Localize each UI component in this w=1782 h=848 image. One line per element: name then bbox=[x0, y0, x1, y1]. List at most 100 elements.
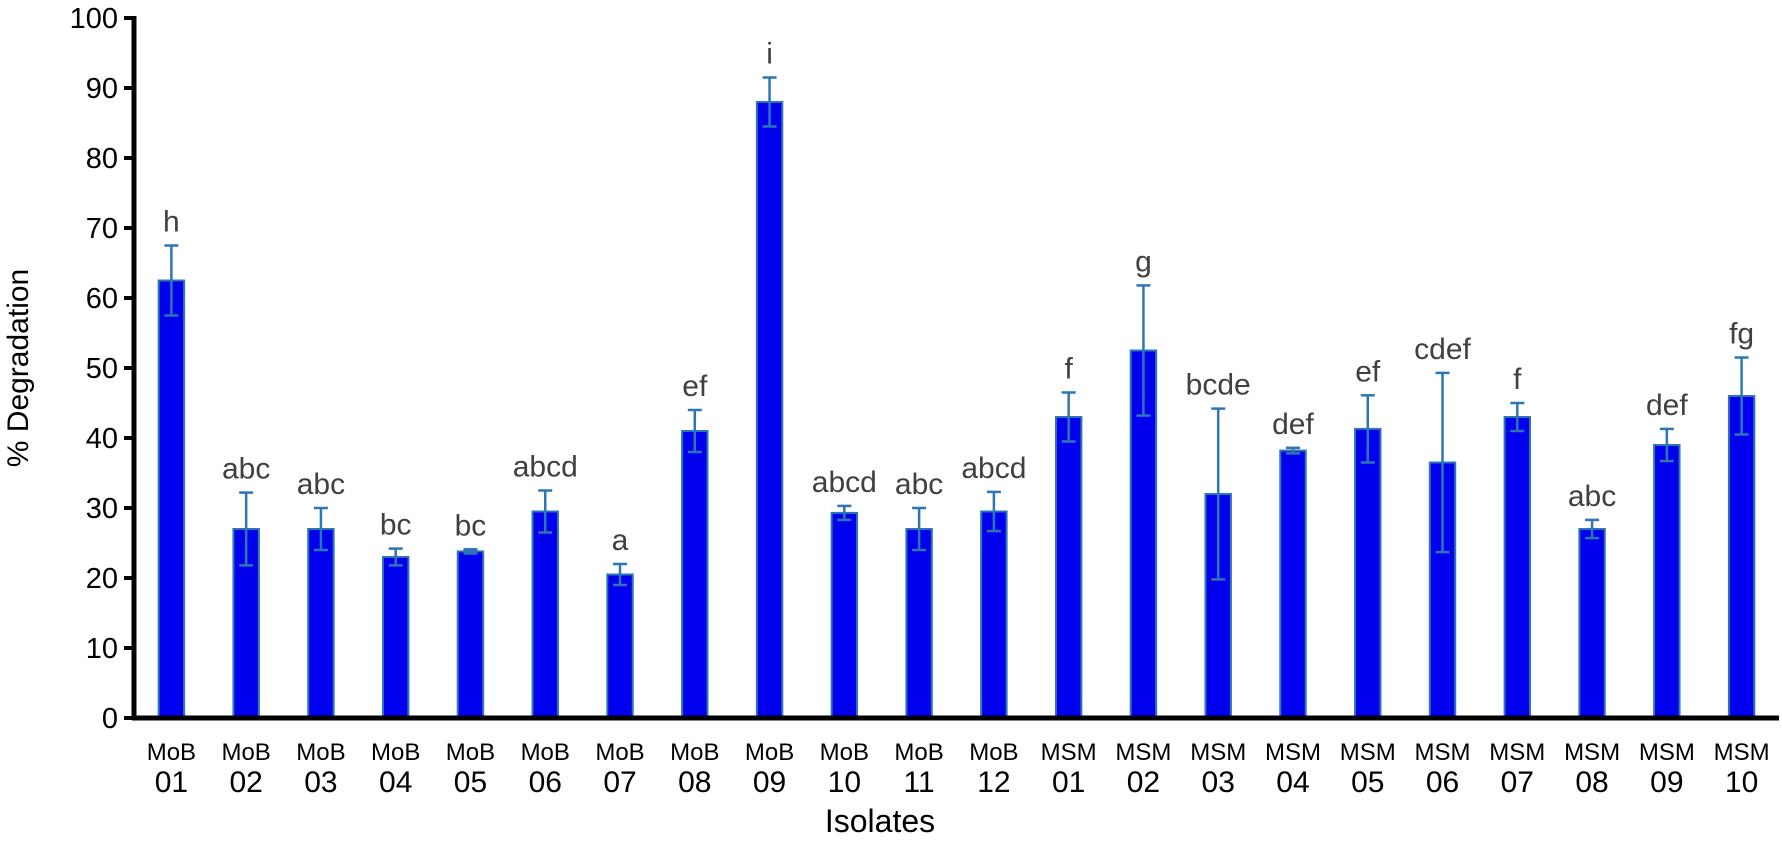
x-tick-label-line: MoB bbox=[371, 739, 420, 766]
x-tick-label-line: MoB bbox=[969, 739, 1018, 766]
y-tick-label: 0 bbox=[102, 703, 118, 735]
bar bbox=[1354, 427, 1382, 719]
x-tick-label-line: 07 bbox=[603, 766, 636, 799]
error-bar bbox=[986, 490, 1001, 533]
y-tick-label: 80 bbox=[86, 143, 118, 175]
bar bbox=[755, 101, 784, 719]
x-tick-label: MoB 05 bbox=[446, 739, 495, 799]
x-tick-label: MoB 12 bbox=[969, 739, 1018, 799]
x-axis-title: Isolates bbox=[825, 803, 935, 839]
error-bar bbox=[164, 244, 179, 317]
error-bar bbox=[1136, 284, 1151, 417]
x-tick-label-line: MoB bbox=[147, 739, 196, 766]
x-tick-label-line: 01 bbox=[1052, 766, 1085, 799]
x-tick-label-line: MSM bbox=[1564, 739, 1620, 766]
x-tick-label-line: MoB bbox=[221, 739, 270, 766]
y-tick-label: 50 bbox=[86, 353, 118, 385]
significance-letter: bc bbox=[380, 509, 412, 542]
y-tick-label: 100 bbox=[70, 3, 118, 35]
x-tick-label-line: 08 bbox=[1575, 766, 1608, 799]
significance-letter: a bbox=[612, 524, 629, 557]
significance-letter: abc bbox=[222, 453, 270, 486]
bar bbox=[1054, 416, 1083, 719]
x-tick-label: MoB 07 bbox=[595, 739, 644, 799]
bar bbox=[456, 550, 485, 720]
x-tick-label-line: MSM bbox=[1265, 739, 1321, 766]
x-tick-label: MSM 10 bbox=[1714, 739, 1770, 799]
significance-letter: bcde bbox=[1186, 369, 1251, 402]
x-tick-label-line: 09 bbox=[1650, 766, 1683, 799]
x-tick-label-line: 04 bbox=[379, 766, 412, 799]
x-tick-label-line: MSM bbox=[1340, 739, 1396, 766]
significance-letter: def bbox=[1272, 408, 1314, 441]
error-bar bbox=[1061, 391, 1076, 443]
bar bbox=[830, 511, 859, 720]
bar bbox=[381, 556, 410, 719]
x-tick-label-line: 12 bbox=[977, 766, 1010, 799]
x-tick-label: MoB 08 bbox=[670, 739, 719, 799]
x-tick-label: MSM 02 bbox=[1115, 739, 1171, 799]
significance-letter: bc bbox=[455, 509, 487, 542]
x-tick-label-line: 02 bbox=[229, 766, 262, 799]
x-tick-label: MoB 03 bbox=[296, 739, 345, 799]
x-tick-label: MSM 03 bbox=[1190, 739, 1246, 799]
x-tick-label: MoB 01 bbox=[147, 739, 196, 799]
y-tick-label: 20 bbox=[86, 563, 118, 595]
x-tick-label-line: 10 bbox=[1725, 766, 1758, 799]
x-tick-label-line: 03 bbox=[304, 766, 337, 799]
y-tick-label: 70 bbox=[86, 213, 118, 245]
bar bbox=[681, 430, 709, 719]
x-tick-label: MoB 06 bbox=[521, 739, 570, 799]
x-tick-label-line: MSM bbox=[1041, 739, 1097, 766]
error-bar bbox=[1360, 394, 1375, 464]
x-tick-label-line: 11 bbox=[904, 766, 935, 799]
error-bar bbox=[1659, 427, 1674, 463]
x-tick-label-line: MSM bbox=[1489, 739, 1545, 766]
error-bar bbox=[1585, 518, 1600, 540]
bar bbox=[905, 528, 933, 719]
x-tick-label-line: MSM bbox=[1639, 739, 1695, 766]
error-bar bbox=[613, 562, 628, 587]
significance-letter: f bbox=[1064, 353, 1073, 386]
x-tick-label: MSM 07 bbox=[1489, 739, 1545, 799]
x-tick-label: MSM 08 bbox=[1564, 739, 1620, 799]
x-tick-label-line: 09 bbox=[753, 766, 786, 799]
x-tick-label-line: MSM bbox=[1115, 739, 1171, 766]
bar bbox=[157, 279, 186, 719]
x-tick-label: MSM 01 bbox=[1041, 739, 1097, 799]
x-tick-label: MoB 10 bbox=[820, 739, 869, 799]
x-tick-label-line: 05 bbox=[1351, 766, 1384, 799]
significance-letter: f bbox=[1513, 363, 1522, 396]
y-tick-label: 10 bbox=[86, 633, 118, 665]
error-bar bbox=[912, 506, 927, 552]
error-bar bbox=[1435, 371, 1450, 554]
bar bbox=[1653, 444, 1681, 719]
x-tick-label-line: 07 bbox=[1501, 766, 1534, 799]
significance-letter: abcd bbox=[961, 452, 1026, 485]
error-bar bbox=[1211, 407, 1226, 581]
significance-letter: h bbox=[163, 206, 180, 239]
error-bar bbox=[687, 408, 702, 454]
significance-letter: def bbox=[1646, 389, 1688, 422]
error-bar bbox=[538, 489, 553, 534]
bar bbox=[307, 528, 335, 719]
significance-letter: i bbox=[766, 38, 773, 71]
x-tick-label-line: MSM bbox=[1415, 739, 1471, 766]
significance-letter: ef bbox=[1355, 355, 1381, 388]
error-bar bbox=[313, 506, 328, 552]
bar bbox=[531, 510, 559, 719]
error-bar bbox=[463, 548, 478, 555]
significance-letter: abc bbox=[895, 468, 943, 501]
x-tick-label-line: MoB bbox=[820, 739, 869, 766]
x-tick-label-line: 01 bbox=[155, 766, 188, 799]
x-tick-label-line: 03 bbox=[1202, 766, 1235, 799]
significance-letter: cdef bbox=[1414, 333, 1471, 366]
bar bbox=[1578, 528, 1606, 719]
x-tick-label-line: MSM bbox=[1190, 739, 1246, 766]
x-tick-label: MoB 04 bbox=[371, 739, 420, 799]
significance-letter: abc bbox=[1568, 480, 1616, 513]
significance-letter: fg bbox=[1729, 318, 1754, 351]
x-tick-label: MoB 11 bbox=[894, 739, 943, 799]
x-tick-label: MSM 09 bbox=[1639, 739, 1695, 799]
